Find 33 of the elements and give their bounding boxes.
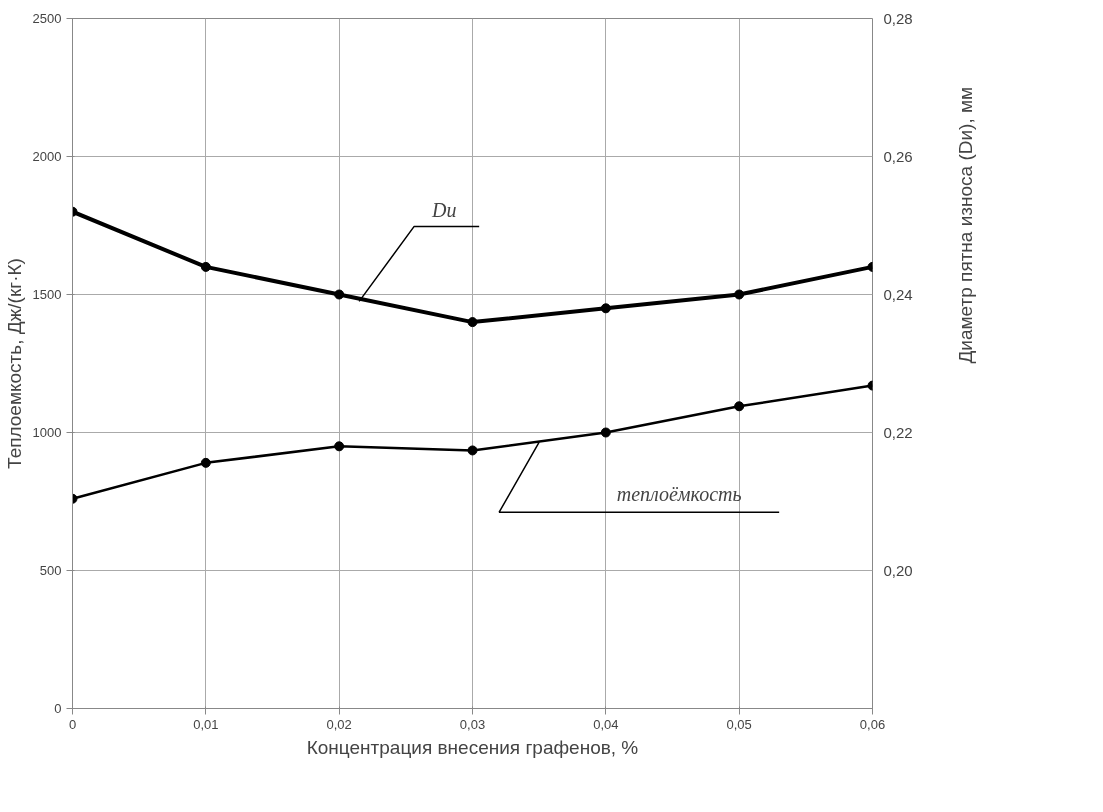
x-tick-label: 0,06 bbox=[859, 716, 886, 732]
x-tick-label: 0,05 bbox=[726, 716, 752, 732]
y2-tick-label: 0,26 bbox=[883, 147, 913, 165]
x-tick-label: 0,04 bbox=[593, 716, 619, 732]
y-tick-label: 1500 bbox=[32, 287, 62, 302]
y-tick-label: 0 bbox=[54, 701, 62, 716]
y-tick-label: 2000 bbox=[32, 149, 62, 164]
point bbox=[600, 427, 611, 438]
x-tick-label: 0,02 bbox=[326, 716, 352, 732]
point bbox=[334, 289, 345, 300]
point bbox=[600, 303, 611, 314]
point bbox=[734, 401, 745, 412]
y2-axis-title: Диаметр пятна износа (Dи), мм bbox=[955, 86, 977, 364]
point bbox=[200, 261, 211, 272]
point bbox=[334, 441, 345, 452]
x-tick-label: 0,03 bbox=[459, 716, 486, 732]
y2-tick-label: 0,24 bbox=[883, 285, 913, 303]
point bbox=[467, 317, 478, 328]
point bbox=[467, 445, 478, 456]
x-tick-label: 0,01 bbox=[193, 716, 219, 732]
point bbox=[200, 457, 211, 468]
y-tick-label: 2500 bbox=[32, 11, 62, 26]
x-axis-title: Концентрация внесения графенов, % bbox=[306, 736, 639, 758]
y-axis-title: Теплоемкость, Дж/(кг·К) bbox=[3, 258, 25, 469]
y-tick-label: 1000 bbox=[32, 425, 62, 440]
y-tick-label: 500 bbox=[39, 563, 62, 578]
y2-tick-label: 0,22 bbox=[883, 423, 913, 441]
y2-tick-label: 0,20 bbox=[883, 561, 913, 579]
annotation: Dи bbox=[430, 199, 457, 222]
x-tick-label: 0 bbox=[68, 716, 77, 732]
annotation: теплоёмкость bbox=[616, 483, 742, 506]
point bbox=[734, 289, 745, 300]
y2-tick-label: 0,28 bbox=[883, 9, 913, 27]
